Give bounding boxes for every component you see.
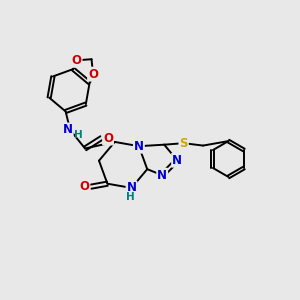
- Text: O: O: [103, 131, 113, 145]
- Text: H: H: [126, 192, 134, 202]
- Text: O: O: [72, 54, 82, 67]
- Text: N: N: [63, 124, 73, 136]
- Text: N: N: [157, 169, 167, 182]
- Text: N: N: [127, 182, 136, 194]
- Text: O: O: [88, 68, 98, 81]
- Text: S: S: [179, 137, 188, 150]
- Text: N: N: [172, 154, 182, 167]
- Text: H: H: [74, 130, 82, 140]
- Text: O: O: [80, 180, 89, 193]
- Text: N: N: [134, 140, 144, 153]
